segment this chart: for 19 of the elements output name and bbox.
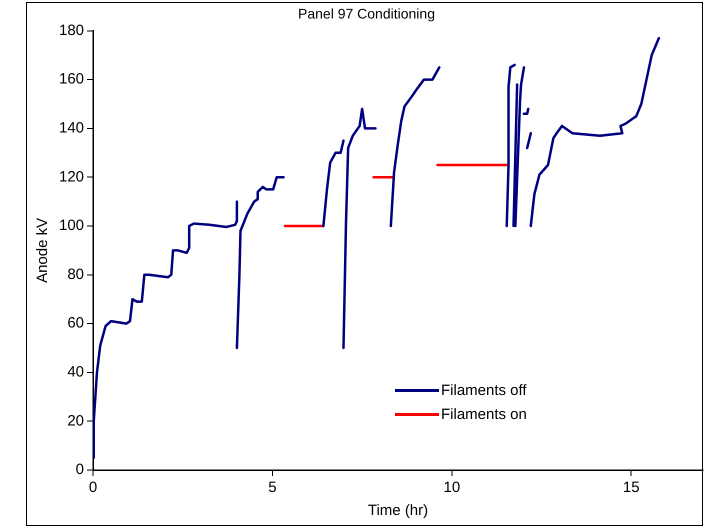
y-tick-label: 180 — [58, 22, 84, 39]
y-tick-label: 20 — [67, 412, 84, 430]
x-tick-label: 5 — [268, 479, 277, 496]
x-axis-title: Time (hr) — [368, 502, 428, 520]
y-axis-title: Anode kV — [34, 218, 52, 283]
legend-label: Filaments on — [441, 406, 527, 422]
chart-title: Panel 97 Conditioning — [298, 5, 435, 22]
y-tick-label: 60 — [67, 314, 84, 332]
x-tick-label: 15 — [622, 479, 640, 496]
y-tick-label: 0 — [76, 461, 84, 478]
y-tick-label: 80 — [67, 266, 84, 283]
legend-label: Filaments off — [441, 382, 527, 398]
y-tick-label: 100 — [58, 217, 84, 234]
y-tick-label: 120 — [58, 168, 84, 186]
x-tick-label: 0 — [88, 479, 98, 496]
y-tick-label: 140 — [58, 120, 84, 137]
y-tick-label: 160 — [58, 70, 84, 88]
y-tick-label: 40 — [67, 364, 84, 381]
x-tick-label: 10 — [443, 479, 460, 496]
